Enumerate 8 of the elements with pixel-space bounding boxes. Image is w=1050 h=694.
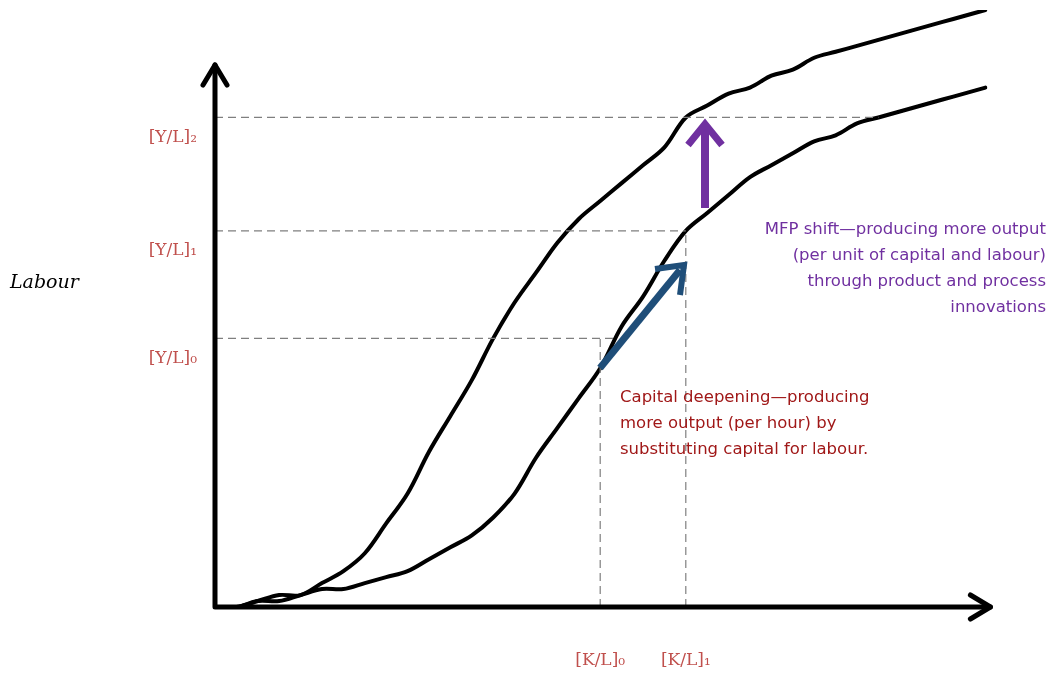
x-tick-label: [K/L]₁ xyxy=(660,648,711,669)
text: Labour xyxy=(10,270,79,292)
ref-line-label: [Y/L]₂ xyxy=(148,125,197,146)
x-tick-label: [K/L]₀ xyxy=(575,648,626,669)
ref-line-label: [Y/L]₁ xyxy=(148,239,197,260)
annotation: MFP shift—producing more output (per unit of capital and labour) through product and process innovations xyxy=(763,218,1046,318)
ref-line-label: [Y/L]₀ xyxy=(148,346,198,367)
annotation: Capital deepening—producing more output (per hour) by substituting capital for labour. xyxy=(620,386,871,460)
